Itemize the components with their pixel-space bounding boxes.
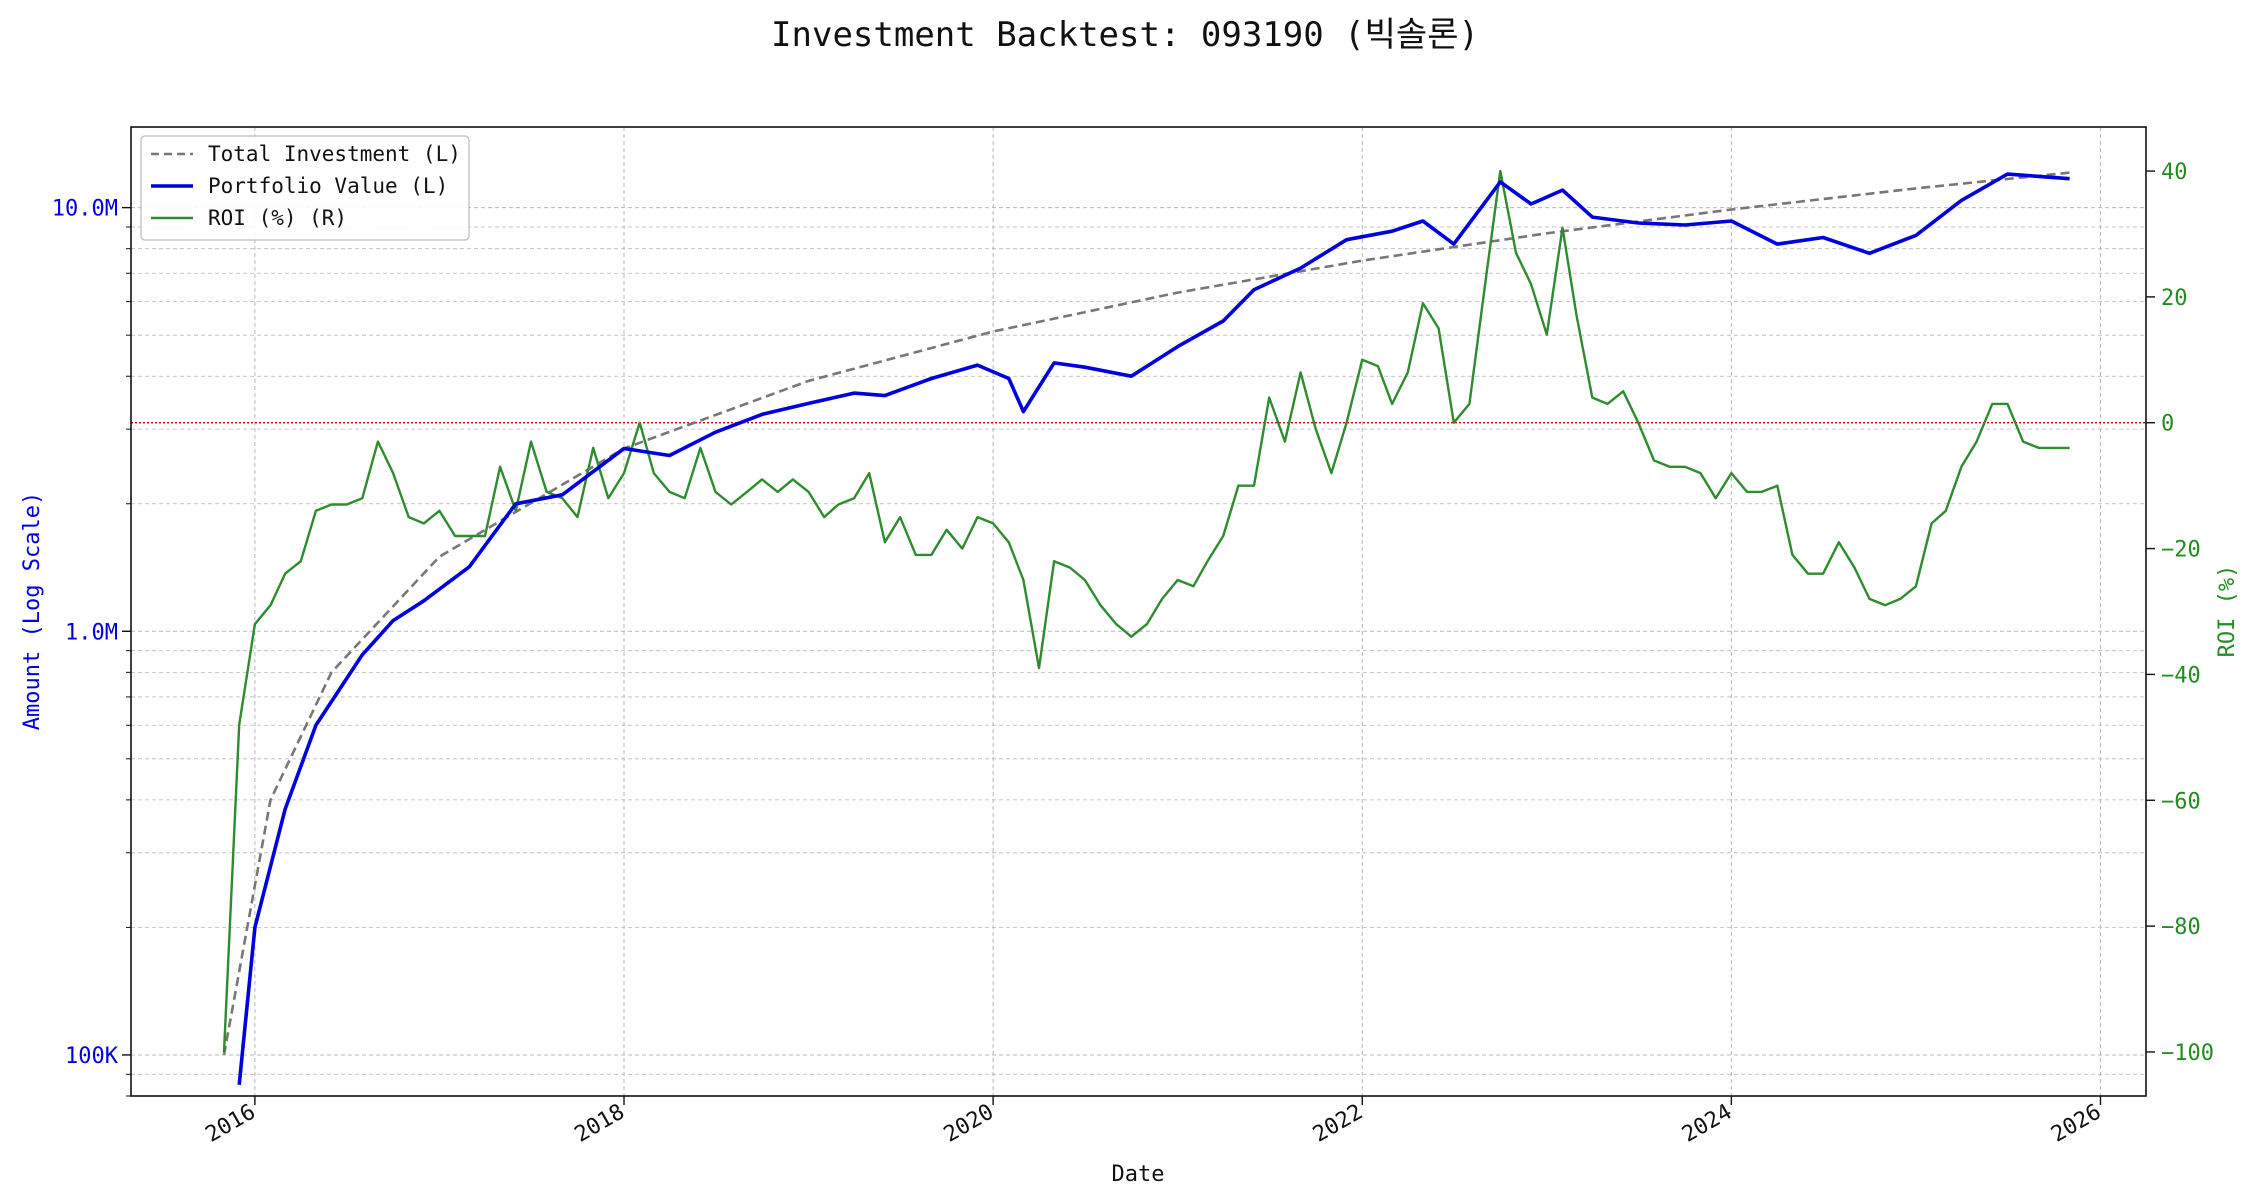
legend-box bbox=[140, 135, 470, 241]
series-line-portfolio-value bbox=[237, 172, 2070, 1085]
y-right-tick-label: −40 bbox=[2161, 663, 2201, 688]
x-axis-label: Date bbox=[1112, 1162, 1165, 1187]
legend-label-portfolio-value: Portfolio Value (L) bbox=[208, 174, 448, 198]
y-right-tick-label: −20 bbox=[2161, 538, 2201, 563]
y-left-tick-label: 100K bbox=[65, 1044, 119, 1069]
y-right-tick-label: 40 bbox=[2161, 160, 2188, 185]
chart-title: Investment Backtest: 093190 (빅솔론) bbox=[771, 15, 1479, 55]
series-line-total-investment bbox=[222, 171, 2070, 1056]
y-left-tick-label: 1.0M bbox=[65, 620, 118, 645]
y-right-tick-label: 20 bbox=[2161, 286, 2188, 311]
series-layer bbox=[222, 169, 2070, 1085]
series-line-roi bbox=[222, 169, 2070, 1053]
legend-label-roi: ROI (%) (R) bbox=[208, 206, 347, 230]
plot-frame bbox=[130, 126, 2147, 1097]
y-right-tick-label: 0 bbox=[2161, 412, 2174, 437]
y-axis-left-label: Amount (Log Scale) bbox=[20, 492, 45, 730]
legend: Total Investment (L) Portfolio Value (L)… bbox=[140, 135, 470, 241]
y-right-tick-label: −80 bbox=[2161, 915, 2201, 940]
y-right-tick-label: −100 bbox=[2161, 1041, 2214, 1066]
y-right-tick-label: −60 bbox=[2161, 789, 2201, 814]
legend-label-total-investment: Total Investment (L) bbox=[208, 142, 461, 166]
y-left-tick-label: 10.0M bbox=[52, 197, 118, 222]
y-axis-right-label: ROI (%) bbox=[2215, 565, 2240, 658]
grid-layer bbox=[131, 127, 2146, 1097]
